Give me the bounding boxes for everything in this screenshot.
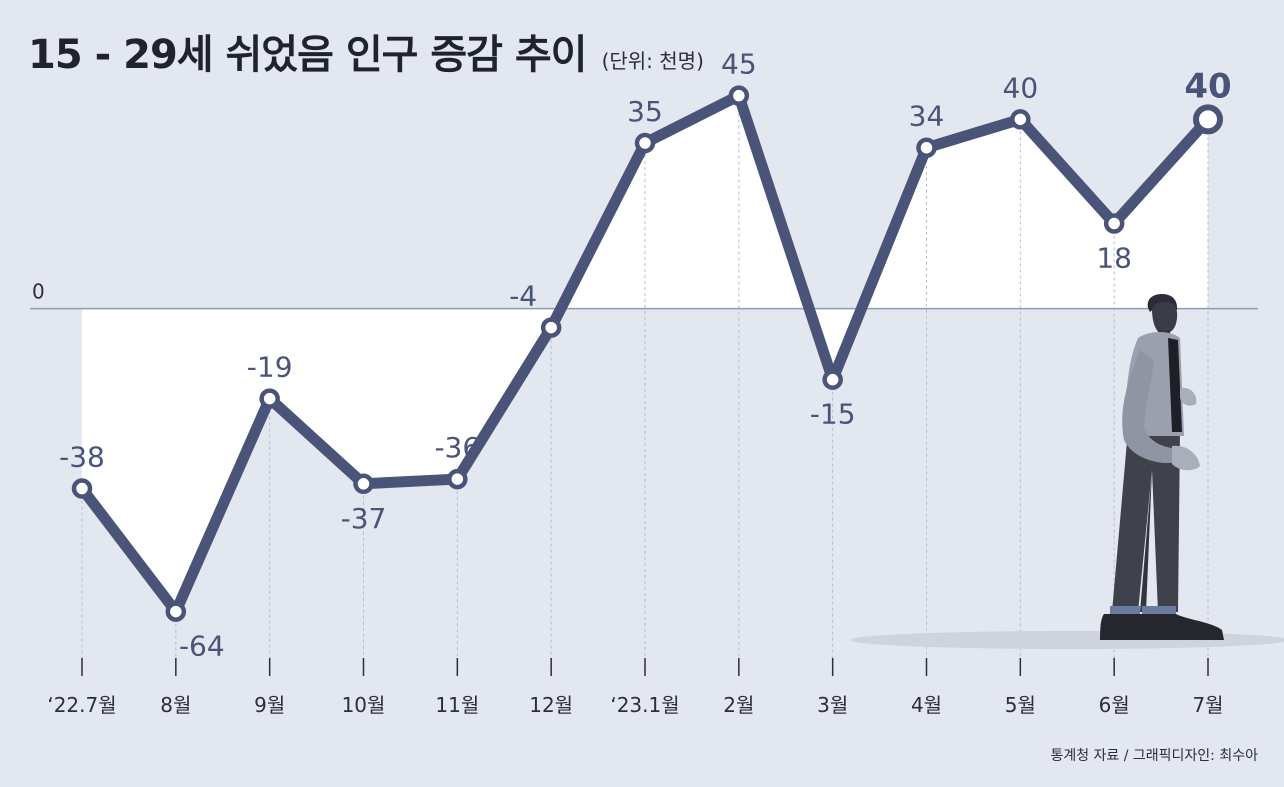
x-tick-label: 7월 xyxy=(1192,693,1223,717)
data-label: -36 xyxy=(434,431,480,464)
zero-line-layer: 0 xyxy=(30,280,1258,310)
data-label: -37 xyxy=(341,502,387,535)
x-tick-label: 2월 xyxy=(723,693,754,717)
data-point xyxy=(728,85,750,106)
value-label-layer: -38 -64 -19 -37 -36 -4 35 45 -15 34 40 18 40 xyxy=(59,48,1232,663)
data-label: -4 xyxy=(509,280,537,313)
chart-title: 15 - 29세 쉬었음 인구 증감 추이 xyxy=(28,32,587,78)
x-tick-label: 6월 xyxy=(1099,693,1130,717)
data-label: -38 xyxy=(59,441,105,474)
data-point xyxy=(165,601,187,622)
source-note: 통계청 자료 / 그래픽디자인: 최수아 xyxy=(1050,748,1258,764)
data-label: -64 xyxy=(179,630,225,663)
data-point xyxy=(1010,109,1031,130)
data-label: 40 xyxy=(1184,66,1231,106)
title-block: 15 - 29세 쉬었음 인구 증감 추이 (단위: 천명) xyxy=(28,22,704,80)
x-tick-label: 5월 xyxy=(1005,693,1036,717)
data-point xyxy=(353,473,374,495)
x-tick-label: 9월 xyxy=(254,693,285,717)
data-point xyxy=(822,369,843,390)
data-point xyxy=(447,468,468,490)
data-label: -19 xyxy=(247,351,293,384)
x-tick-label: 10월 xyxy=(342,693,386,717)
data-point xyxy=(540,317,562,338)
data-label: 18 xyxy=(1096,241,1132,274)
unit-note: (단위: 천명) xyxy=(601,49,704,73)
x-tick-label: ‘22.7월 xyxy=(47,693,116,717)
x-tick-label: 8월 xyxy=(160,693,191,717)
data-label: 35 xyxy=(627,95,663,128)
data-point-layer xyxy=(71,85,1223,622)
data-point xyxy=(1103,213,1125,234)
x-tick-label: 11월 xyxy=(435,693,479,717)
data-point xyxy=(916,137,937,158)
x-tick-label: ‘23.1월 xyxy=(610,693,679,717)
data-label: 34 xyxy=(909,100,945,133)
data-point xyxy=(634,132,656,154)
x-axis-layer: ‘22.7월 8월 9월 10월 11월 12월 ‘23.1월 2월 3월 4월 5월 6월 7월 xyxy=(47,658,1224,717)
data-label: 40 xyxy=(1003,71,1039,104)
x-tick-label: 12월 xyxy=(529,693,573,717)
x-tick-label: 4월 xyxy=(911,693,942,717)
data-point xyxy=(259,388,280,409)
data-label: 45 xyxy=(721,48,757,81)
data-label: -15 xyxy=(810,398,856,431)
standing-man-illustration xyxy=(850,294,1284,649)
x-tick-label: 3월 xyxy=(817,693,848,717)
data-point xyxy=(1193,104,1223,135)
data-point xyxy=(71,478,93,499)
guide-line-layer xyxy=(81,95,1209,662)
zero-label: 0 xyxy=(32,280,45,304)
